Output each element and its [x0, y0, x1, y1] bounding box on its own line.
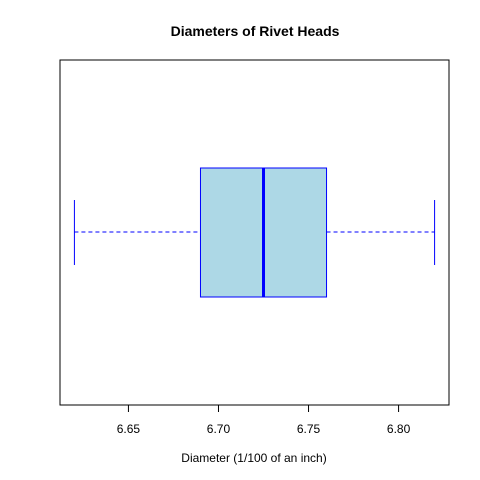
x-axis-label: Diameter (1/100 of an inch) — [181, 451, 326, 465]
x-axis: 6.65 6.70 6.75 6.80 — [117, 404, 411, 436]
box-0 — [73, 167, 436, 298]
x-tick-label: 6.80 — [387, 422, 411, 436]
chart-title: Diameters of Rivet Heads — [171, 23, 340, 39]
x-tick-label: 6.75 — [297, 422, 321, 436]
x-tick-label: 6.70 — [207, 422, 231, 436]
x-tick-label: 6.65 — [117, 422, 141, 436]
box-layer — [73, 167, 436, 298]
